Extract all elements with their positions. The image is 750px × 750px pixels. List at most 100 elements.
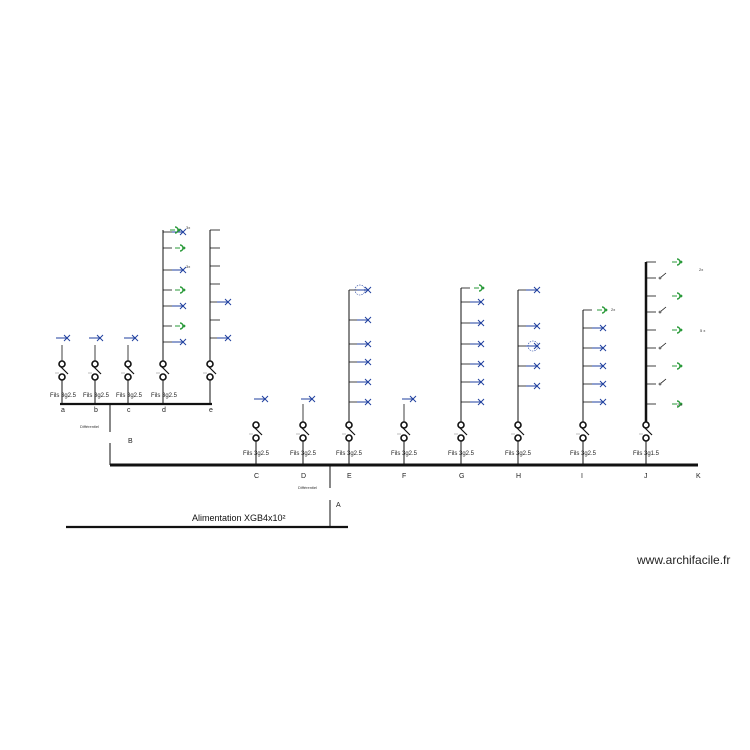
circuit-e-light-icon bbox=[357, 398, 372, 406]
circuit-c-letter: c bbox=[127, 407, 131, 414]
circuit-d-light-icon bbox=[172, 338, 187, 346]
circuit-g-light-icon bbox=[470, 319, 485, 327]
circuit-h-spot-icon bbox=[527, 340, 539, 352]
circuit-f-letter: F bbox=[402, 473, 406, 480]
circuit-d-letter: d bbox=[162, 407, 166, 414]
circuit-a-cable: Fils 3g2.5 bbox=[50, 393, 77, 399]
circuit-j-switch-icon bbox=[658, 342, 667, 350]
breaker-g bbox=[454, 421, 468, 442]
circuit-j-socket-count-3: 2 x bbox=[677, 402, 682, 407]
circuit-i-light-icon bbox=[592, 380, 607, 388]
circuit-j-socket-count-2: 5 x bbox=[700, 328, 705, 333]
breaker-f bbox=[397, 421, 411, 442]
circuit-d-cable: Fils 3g2.5 bbox=[151, 393, 178, 399]
circuit-d-socket-icon bbox=[175, 286, 186, 294]
circuit-j-socket-icon bbox=[672, 400, 683, 408]
circuit-h-light-icon bbox=[526, 362, 541, 370]
circuit-e-light-icon bbox=[217, 298, 232, 306]
circuit-c-cable: Fils 3g2.5 bbox=[243, 451, 270, 457]
circuit-e-letter: e bbox=[209, 407, 213, 414]
circuit-d-socket-count: 3x bbox=[186, 225, 190, 230]
circuit-e-light-icon bbox=[357, 340, 372, 348]
circuit-i-light-icon bbox=[592, 362, 607, 370]
circuit-b-cable: Fils 3g2.5 bbox=[83, 393, 110, 399]
breaker-b-label: Différentiel bbox=[80, 424, 99, 429]
circuit-i-cable: Fils 3g2.5 bbox=[570, 451, 597, 457]
main-cable-label: Alimentation XGB4x10² bbox=[192, 513, 286, 523]
circuit-b-letter: b bbox=[94, 407, 98, 414]
circuit-i-light-icon bbox=[592, 324, 607, 332]
circuit-j-switch-icon bbox=[658, 306, 667, 314]
breaker-d bbox=[296, 421, 310, 442]
circuit-e-light-icon bbox=[217, 334, 232, 342]
circuit-h-light-icon bbox=[526, 286, 541, 294]
circuit-e-letter: E bbox=[347, 473, 352, 480]
circuit-h-light-icon bbox=[526, 322, 541, 330]
circuit-c-light-icon bbox=[124, 334, 139, 342]
circuit-g-light-icon bbox=[470, 398, 485, 406]
circuit-d-socket-count-2: 3x bbox=[186, 264, 190, 269]
breaker-d bbox=[156, 360, 170, 381]
breaker-c bbox=[249, 421, 263, 442]
circuit-d-socket-icon bbox=[170, 226, 181, 234]
circuit-d-light-icon bbox=[172, 266, 187, 274]
circuit-f-cable: Fils 3g2.5 bbox=[391, 451, 418, 457]
circuit-h-cable: Fils 3g2.5 bbox=[505, 451, 532, 457]
circuit-j-socket-icon bbox=[672, 292, 683, 300]
circuit-e-spot-icon bbox=[354, 284, 366, 296]
breaker-a-label: Différentiel bbox=[298, 485, 317, 490]
circuit-d-light-icon bbox=[172, 302, 187, 310]
circuit-g-socket-icon bbox=[474, 284, 485, 292]
breaker-e bbox=[342, 421, 356, 442]
breaker-b-letter: B bbox=[128, 438, 133, 445]
circuit-j-switch-icon bbox=[658, 272, 667, 280]
circuit-e-light-icon bbox=[357, 286, 372, 294]
circuit-g-light-icon bbox=[470, 340, 485, 348]
circuit-j-socket-icon bbox=[672, 258, 683, 266]
circuit-k-letter: K bbox=[696, 473, 701, 480]
circuit-i-letter: I bbox=[581, 473, 583, 480]
circuit-c-main-light-icon bbox=[254, 395, 269, 403]
circuit-g-letter: G bbox=[459, 473, 464, 480]
circuit-c-letter: C bbox=[254, 473, 259, 480]
circuit-j-cable: Fils 3g1.5 bbox=[633, 451, 660, 457]
breaker-a-letter: A bbox=[336, 502, 341, 509]
circuit-d-cable: Fils 3g2.5 bbox=[290, 451, 317, 457]
circuit-e-light-icon bbox=[357, 358, 372, 366]
circuit-i-light-icon bbox=[592, 344, 607, 352]
breaker-h bbox=[511, 421, 525, 442]
circuit-i-socket-count: 2x bbox=[611, 307, 615, 312]
circuit-j-letter: J bbox=[644, 473, 648, 480]
circuit-j-socket-icon bbox=[672, 326, 683, 334]
circuit-j-switch-icon bbox=[658, 378, 667, 386]
circuit-h-letter: H bbox=[516, 473, 521, 480]
circuit-g-light-icon bbox=[470, 360, 485, 368]
circuit-j-socket-count: 2x bbox=[699, 267, 703, 272]
circuit-d-socket-icon bbox=[175, 244, 186, 252]
circuit-d-socket-icon bbox=[175, 322, 186, 330]
circuit-a-letter: a bbox=[61, 407, 65, 414]
circuit-e-light-icon bbox=[357, 316, 372, 324]
circuit-g-cable: Fils 3g2.5 bbox=[448, 451, 475, 457]
breaker-i bbox=[576, 421, 590, 442]
circuit-j-socket-icon bbox=[672, 362, 683, 370]
circuit-f-light-icon bbox=[402, 395, 417, 403]
breaker-b bbox=[88, 360, 102, 381]
circuit-e-light-icon bbox=[357, 378, 372, 386]
breaker-c bbox=[121, 360, 135, 381]
circuit-i-socket-icon bbox=[597, 306, 608, 314]
circuit-c-cable: Fils 3g2.5 bbox=[116, 393, 143, 399]
breaker-e bbox=[203, 360, 217, 381]
circuit-b-light-icon bbox=[89, 334, 104, 342]
circuit-g-light-icon bbox=[470, 298, 485, 306]
breaker-a bbox=[55, 360, 69, 381]
breaker-j bbox=[639, 421, 653, 442]
circuit-a-light-icon bbox=[56, 334, 71, 342]
circuit-d-main-light-icon bbox=[301, 395, 316, 403]
circuit-i-light-icon bbox=[592, 398, 607, 406]
circuit-g-light-icon bbox=[470, 378, 485, 386]
circuit-e-cable: Fils 3g2.5 bbox=[336, 451, 363, 457]
watermark: www.archifacile.fr bbox=[637, 553, 731, 567]
circuit-h-light-icon bbox=[526, 382, 541, 390]
